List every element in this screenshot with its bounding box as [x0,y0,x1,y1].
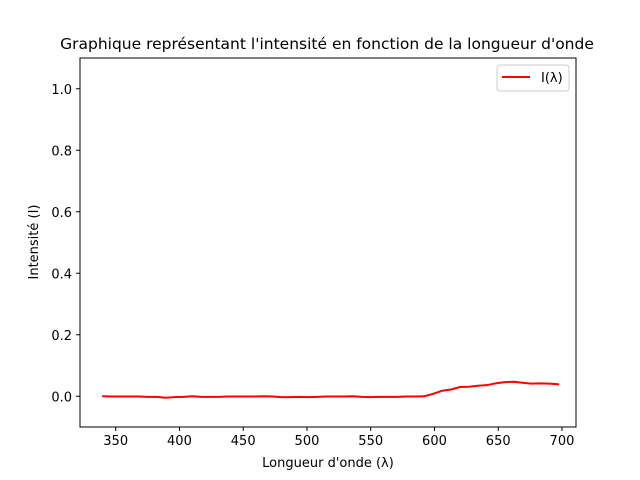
x-tick-label: 700 [550,434,575,449]
y-axis-label: Intensité (I) [27,205,42,280]
y-axis-ticks: 0.0 0.2 0.4 0.6 0.8 1.0 [51,83,80,405]
plot-frame [79,57,577,428]
legend-label: I(λ) [541,71,563,86]
series-line-0 [101,380,560,399]
x-tick-label: 400 [167,434,192,449]
series-layer [101,380,560,399]
plot-area [80,58,576,427]
chart-title: Graphique représentant l'intensité en fo… [60,35,594,53]
x-axis-ticks: 350 400 450 500 550 600 650 700 [103,427,574,449]
x-tick-label: 550 [358,434,383,449]
y-tick-label: 0.4 [51,267,72,282]
x-tick-label: 600 [422,434,447,449]
y-tick-label: 0.8 [51,144,72,159]
x-tick-label: 500 [295,434,320,449]
y-tick-label: 0.6 [51,206,72,221]
y-tick-label: 0.0 [51,390,72,405]
x-axis-label: Longueur d'onde (λ) [262,456,394,471]
x-tick-label: 650 [486,434,511,449]
y-tick-label: 0.2 [51,329,72,344]
x-tick-label: 450 [231,434,256,449]
x-tick-label: 350 [103,434,128,449]
legend: I(λ) [496,64,570,92]
legend-box [496,64,570,92]
y-tick-label: 1.0 [51,83,72,98]
